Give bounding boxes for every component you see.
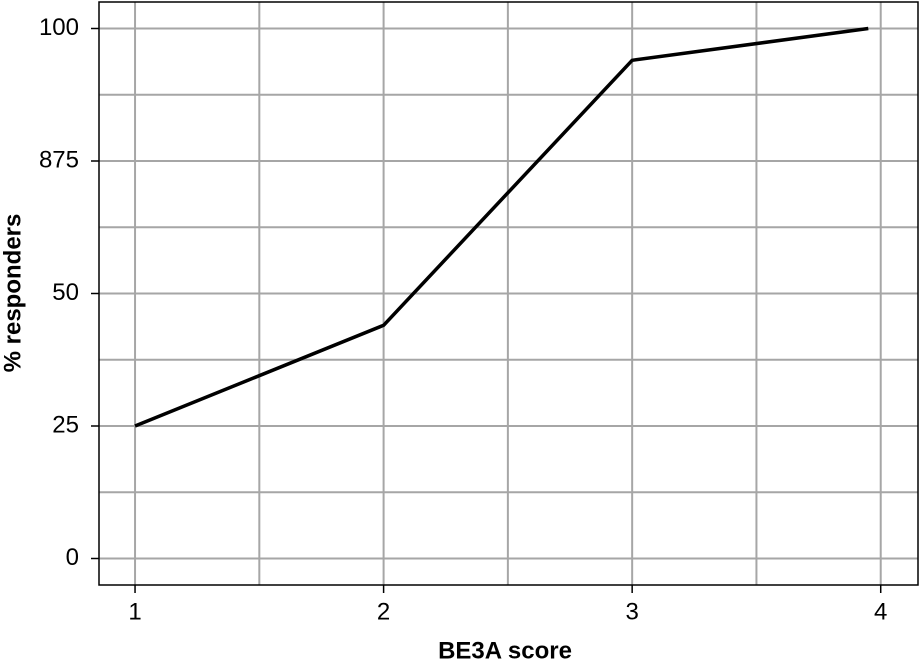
y-tick-label: 25: [52, 411, 79, 438]
y-tick-label: 875: [39, 146, 79, 173]
x-tick-label: 1: [128, 598, 141, 625]
x-tick-label: 3: [625, 598, 638, 625]
x-axis-title: BE3A score: [438, 637, 572, 664]
y-tick-label: 0: [66, 544, 79, 571]
y-tick-label: 100: [39, 14, 79, 41]
x-tick-label: 2: [377, 598, 390, 625]
y-axis-title: % responders: [0, 214, 26, 373]
line: [134, 26, 869, 428]
x-tick-label: 4: [874, 598, 887, 625]
plot-frame: [98, 1, 919, 586]
y-tick-label: 50: [52, 279, 79, 306]
